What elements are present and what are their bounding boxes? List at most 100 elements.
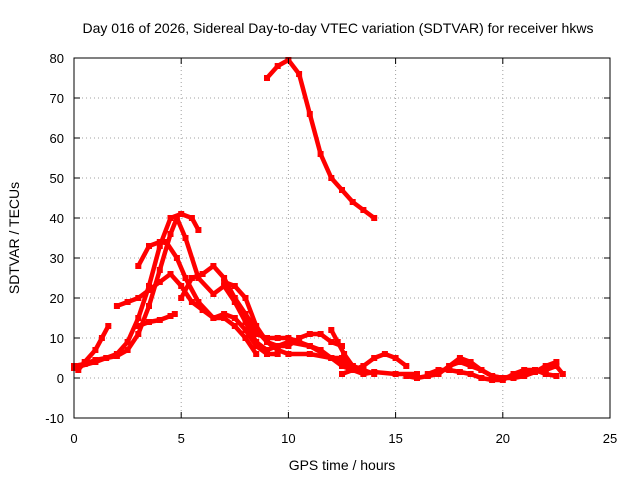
data-point bbox=[182, 235, 189, 241]
axis-ticks: 0 5 10 15 20 25 -10 0 10 20 30 40 50 60 70 80 bbox=[45, 51, 617, 446]
data-point bbox=[542, 371, 549, 377]
data-point bbox=[195, 299, 202, 305]
data-point bbox=[135, 315, 142, 321]
data-point bbox=[349, 363, 356, 369]
data-point bbox=[199, 271, 206, 277]
data-point bbox=[446, 363, 453, 369]
y-tick-label: -10 bbox=[45, 411, 64, 426]
data-point bbox=[521, 367, 528, 373]
data-point bbox=[456, 369, 463, 375]
data-point bbox=[242, 315, 249, 321]
data-point bbox=[285, 339, 292, 345]
data-point bbox=[253, 323, 260, 329]
data-point bbox=[499, 375, 506, 381]
y-axis-title: SDTVAR / TECUs bbox=[6, 182, 22, 294]
data-point bbox=[156, 317, 163, 323]
data-point bbox=[317, 331, 324, 337]
x-axis-title: GPS time / hours bbox=[289, 457, 396, 473]
data-point bbox=[328, 355, 335, 361]
data-point bbox=[242, 335, 249, 341]
data-point bbox=[339, 355, 345, 361]
data-point bbox=[167, 313, 174, 319]
data-point bbox=[435, 371, 442, 377]
data-point bbox=[414, 375, 420, 381]
data-point bbox=[105, 323, 112, 329]
data-point bbox=[392, 371, 399, 377]
data-point bbox=[296, 335, 303, 341]
data-point bbox=[510, 375, 517, 381]
data-point bbox=[467, 371, 474, 377]
data-point bbox=[274, 343, 281, 349]
data-point bbox=[135, 331, 142, 337]
data-point bbox=[264, 339, 270, 345]
data-point bbox=[178, 283, 185, 289]
data-point bbox=[135, 323, 142, 329]
data-point bbox=[167, 271, 174, 277]
data-point bbox=[264, 335, 270, 341]
data-point bbox=[182, 275, 189, 281]
x-tick-label: 0 bbox=[70, 431, 77, 446]
data-point bbox=[553, 373, 560, 379]
data-point bbox=[156, 243, 163, 249]
data-point bbox=[210, 291, 217, 297]
data-point bbox=[98, 335, 105, 341]
data-point bbox=[446, 367, 453, 373]
data-point bbox=[334, 339, 341, 345]
data-point bbox=[349, 367, 356, 373]
data-point bbox=[135, 263, 142, 269]
data-point bbox=[542, 367, 549, 373]
data-point bbox=[81, 359, 88, 365]
data-point bbox=[274, 351, 281, 357]
data-point bbox=[339, 363, 345, 369]
data-point bbox=[156, 239, 163, 245]
data-point bbox=[135, 295, 142, 301]
data-point bbox=[553, 359, 560, 365]
chart-title: Day 016 of 2026, Sidereal Day-to-day VTE… bbox=[83, 20, 594, 36]
data-point bbox=[360, 371, 367, 377]
data-point bbox=[188, 215, 195, 221]
data-point bbox=[264, 347, 270, 353]
data-point bbox=[478, 375, 485, 381]
data-point bbox=[349, 199, 356, 205]
data-point bbox=[274, 63, 281, 69]
data-point bbox=[532, 369, 538, 375]
data-point bbox=[559, 371, 566, 377]
data-point bbox=[360, 367, 367, 373]
data-point bbox=[371, 355, 378, 361]
data-point bbox=[188, 299, 195, 305]
y-tick-label: 0 bbox=[57, 371, 64, 386]
data-point bbox=[489, 373, 496, 379]
data-point bbox=[188, 275, 195, 281]
data-point bbox=[478, 367, 485, 373]
data-point bbox=[124, 339, 131, 345]
data-point bbox=[371, 215, 378, 221]
data-point bbox=[341, 351, 348, 357]
y-tick-label: 40 bbox=[50, 211, 64, 226]
data-point bbox=[360, 207, 367, 213]
data-point bbox=[163, 239, 170, 245]
data-point bbox=[221, 315, 228, 321]
data-point bbox=[317, 151, 324, 157]
data-point bbox=[542, 363, 549, 369]
data-point bbox=[92, 347, 99, 353]
x-tick-label: 5 bbox=[178, 431, 185, 446]
grid bbox=[74, 58, 610, 418]
data-point bbox=[242, 311, 249, 317]
series-line-sat-j bbox=[263, 57, 378, 222]
data-point bbox=[328, 327, 335, 333]
data-point bbox=[467, 359, 474, 365]
data-point bbox=[456, 359, 463, 365]
data-point bbox=[195, 227, 202, 233]
data-point bbox=[253, 331, 260, 337]
data-point bbox=[221, 283, 228, 289]
y-tick-label: 20 bbox=[50, 291, 64, 306]
data-point bbox=[113, 303, 120, 309]
y-tick-label: 10 bbox=[50, 331, 64, 346]
data-point bbox=[199, 307, 206, 313]
data-point bbox=[306, 343, 313, 349]
data-point bbox=[124, 299, 131, 305]
data-point bbox=[435, 367, 442, 373]
data-point bbox=[146, 319, 152, 325]
data-point bbox=[146, 287, 152, 293]
